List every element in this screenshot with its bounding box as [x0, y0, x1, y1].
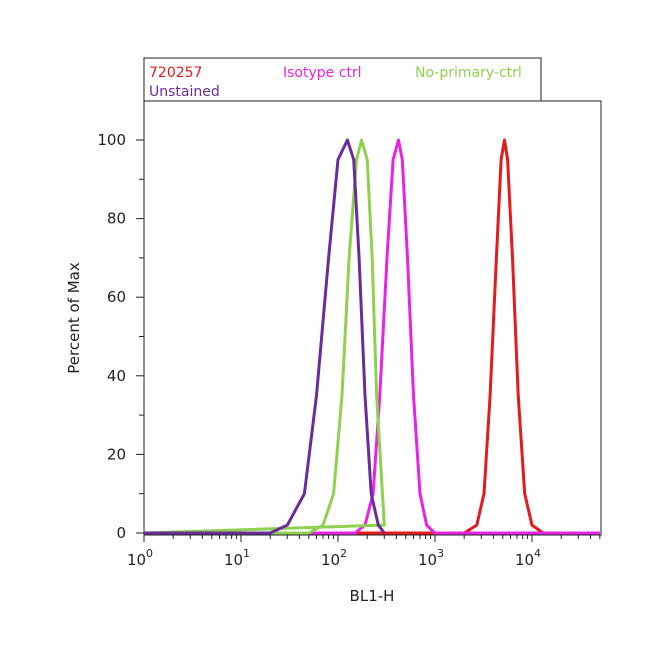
x-tick-label: 100	[127, 547, 153, 569]
y-tick-label: 40	[107, 367, 126, 385]
x-tick-label: 101	[224, 547, 250, 569]
y-tick-label: 80	[107, 210, 126, 228]
legend-label-isotype-ctrl: Isotype ctrl	[283, 65, 362, 81]
axis-ticks: 100 101 102 103 104 0 20 40 60 80 100	[97, 131, 601, 569]
x-axis-title: BL1-H	[350, 587, 395, 605]
x-tick-label: 103	[418, 547, 444, 569]
y-tick-label: 20	[107, 445, 126, 463]
legend-label-no-primary-ctrl: No-primary-ctrl	[415, 65, 522, 81]
y-tick-label: 0	[116, 524, 126, 542]
x-tick-label: 104	[515, 547, 541, 569]
series-line-isotype-ctrl	[144, 138, 600, 535]
series-line-no-primary-ctrl	[143, 138, 386, 535]
plot-frame	[143, 100, 602, 536]
series-lines	[143, 138, 600, 535]
legend-box	[143, 57, 542, 102]
series-line-unstained	[144, 138, 386, 535]
y-tick-label: 100	[97, 131, 126, 149]
x-tick-label: 102	[321, 547, 347, 569]
y-tick-label: 60	[107, 288, 126, 306]
legend-label-720257: 720257	[149, 65, 202, 81]
y-axis-title: Percent of Max	[65, 262, 83, 374]
legend-label-unstained: Unstained	[149, 84, 220, 100]
series-line-720257	[144, 138, 600, 535]
